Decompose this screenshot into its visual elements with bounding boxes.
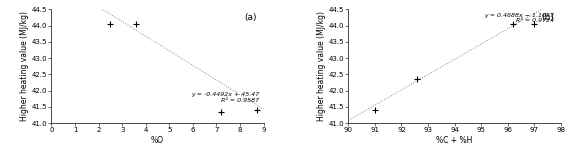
Text: (a): (a) bbox=[245, 13, 257, 22]
Point bbox=[252, 109, 261, 111]
Text: y = -0.4492x + 45.47
R² = 0.9587: y = -0.4492x + 45.47 R² = 0.9587 bbox=[191, 92, 259, 103]
Point bbox=[509, 23, 518, 25]
Point bbox=[530, 23, 539, 25]
Text: (b): (b) bbox=[542, 13, 554, 22]
Text: y = 0.4688x − 1.1057
R² = 0.9724: y = 0.4688x − 1.1057 R² = 0.9724 bbox=[484, 13, 554, 23]
Point bbox=[217, 111, 226, 113]
Point bbox=[371, 109, 380, 111]
Point bbox=[132, 23, 141, 25]
X-axis label: %C + %H: %C + %H bbox=[436, 136, 472, 145]
Y-axis label: Higher heating value (MJ/kg): Higher heating value (MJ/kg) bbox=[20, 11, 29, 121]
X-axis label: %O: %O bbox=[151, 136, 164, 145]
Point bbox=[413, 78, 422, 81]
Point bbox=[106, 23, 115, 25]
Y-axis label: Higher heating value (MJ/kg): Higher heating value (MJ/kg) bbox=[317, 11, 326, 121]
